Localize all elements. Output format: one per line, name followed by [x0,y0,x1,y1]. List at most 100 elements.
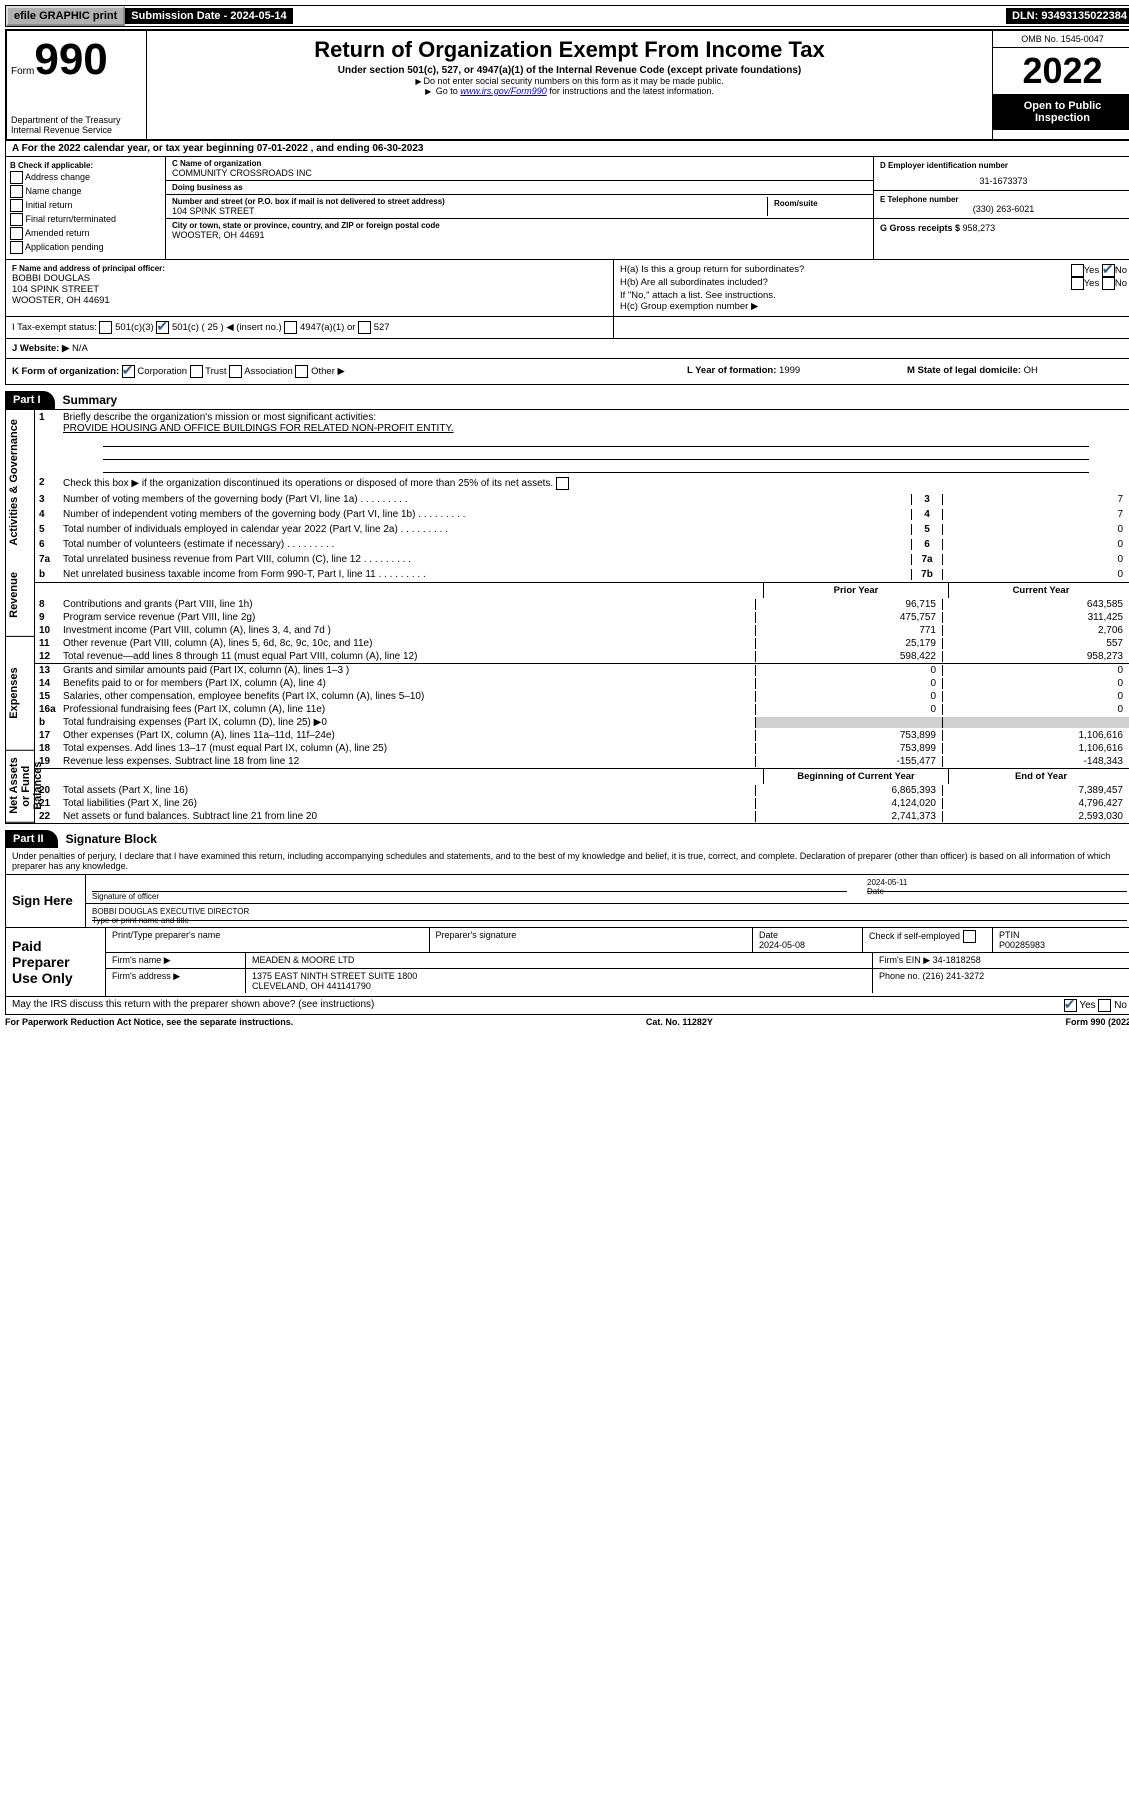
i-label: I Tax-exempt status: [12,322,97,333]
hb-no[interactable] [1102,277,1115,290]
opt-final-return[interactable]: Final return/terminated [10,213,161,226]
cat-no: Cat. No. 11282Y [646,1017,713,1027]
line-7a: 7aTotal unrelated business revenue from … [35,552,1129,567]
pra-notice: For Paperwork Reduction Act Notice, see … [5,1017,293,1027]
self-employed-checkbox[interactable] [963,930,976,943]
dln-label: DLN: [1012,10,1041,22]
line-12: 12Total revenue—add lines 8 through 11 (… [35,650,1129,663]
firm-addr2: CLEVELAND, OH 441141790 [252,981,371,991]
part1-header: Part I Summary [5,391,1129,409]
k-corp[interactable] [122,365,135,378]
part2-title: Signature Block [58,832,157,846]
addr-label: Number and street (or P.O. box if mail i… [172,197,767,206]
may-irs-row: May the IRS discuss this return with the… [6,996,1129,1014]
line-3: 3Number of voting members of the governi… [35,492,1129,507]
hb-yes[interactable] [1071,277,1084,290]
box-h: H(a) Is this a group return for subordin… [613,260,1129,316]
line-15: 15Salaries, other compensation, employee… [35,690,1129,703]
k-other[interactable] [295,365,308,378]
opt-initial-return[interactable]: Initial return [10,199,161,212]
i-4947[interactable] [284,321,297,334]
m-value: OH [1024,365,1038,376]
k-label: K Form of organization: [12,366,119,377]
line-17: 17Other expenses (Part IX, column (A), l… [35,729,1129,742]
may-irs-text: May the IRS discuss this return with the… [12,999,374,1010]
header-left: Form990 Department of the Treasury Inter… [7,31,147,139]
box-j: J Website: ▶ N/A [6,338,1129,358]
box-d: D Employer identification number 31-1673… [873,157,1129,259]
firm-phone: (216) 241-3272 [923,971,985,981]
j-label: J Website: ▶ [12,343,69,354]
vlabel-expenses: Expenses [6,637,34,751]
l-value: 1999 [779,365,800,376]
l-label: L Year of formation: [687,365,779,376]
footer: For Paperwork Reduction Act Notice, see … [5,1015,1129,1029]
firm-phone-label: Phone no. [879,971,923,981]
paid-preparer-label: Paid Preparer Use Only [6,928,106,996]
addr-value: 104 SPINK STREET [172,206,767,216]
grid-bcd: B Check if applicable: Address change Na… [6,156,1129,259]
line-21: 21Total liabilities (Part X, line 26)4,1… [35,797,1129,810]
sign-here-label: Sign Here [6,875,86,927]
k-assoc[interactable] [229,365,242,378]
opt-amended-return[interactable]: Amended return [10,227,161,240]
efile-print-button[interactable]: efile GRAPHIC print [6,6,125,26]
sign-grid: Sign Here Signature of officer 2024-05-1… [6,874,1129,927]
opt-application-pending[interactable]: Application pending [10,241,161,254]
box-f: F Name and address of principal officer:… [6,260,613,316]
grid-ij: I Tax-exempt status: 501(c)(3) 501(c) ( … [6,316,1129,338]
ha-label: H(a) Is this a group return for subordin… [620,264,804,277]
tax-year: 2022 [993,48,1129,94]
prep-date-label: Date [759,930,778,940]
city-value: WOOSTER, OH 44691 [172,230,867,240]
firm-name: MEADEN & MOORE LTD [246,953,873,968]
k-trust[interactable] [190,365,203,378]
revenue-header: Prior Year Current Year [35,582,1129,598]
line-20: 20Total assets (Part X, line 16)6,865,39… [35,784,1129,797]
part2-header: Part II Signature Block [5,830,1129,848]
hb-label: H(b) Are all subordinates included? [620,277,768,290]
row-a: A For the 2022 calendar year, or tax yea… [6,141,1129,156]
boy-header: Beginning of Current Year [763,769,948,784]
submission-date: Submission Date - 2024-05-14 [125,8,292,24]
irs-link[interactable]: www.irs.gov/Form990 [460,86,547,96]
part2-tab: Part II [5,830,58,848]
netassets-header: Beginning of Current Year End of Year [35,768,1129,784]
may-irs-yes[interactable] [1064,999,1077,1012]
i-501c3[interactable] [99,321,112,334]
penalty-text: Under penalties of perjury, I declare th… [6,848,1129,874]
print-name-label: Print/Type preparer's name [106,928,430,952]
dln: DLN: 93493135022384 [1006,8,1129,24]
type-name-label: Type or print name and title [92,916,189,925]
firm-name-label: Firm's name ▶ [106,953,246,968]
check-if-label: Check if self-employed [869,931,960,941]
dba-label: Doing business as [172,183,867,192]
ein-label: D Employer identification number [880,161,1127,170]
ha-no[interactable] [1102,264,1115,277]
firm-ein-label: Firm's EIN ▶ [879,955,930,965]
line1-label: Briefly describe the organization's miss… [63,412,376,423]
top-bar: efile GRAPHIC print Submission Date - 20… [5,5,1129,27]
line2-checkbox[interactable] [556,477,569,490]
vlabel-governance: Activities & Governance [6,410,34,555]
form-title: Return of Organization Exempt From Incom… [151,37,988,63]
phone-label: E Telephone number [880,195,1127,204]
ha-yes[interactable] [1071,264,1084,277]
line-4: 4Number of independent voting members of… [35,507,1129,522]
may-irs-no[interactable] [1098,999,1111,1012]
m-label: M State of legal domicile: [907,365,1024,376]
i-501c[interactable] [156,321,169,334]
a-pre: A For the 2022 calendar year, or tax yea… [12,143,257,154]
i-527[interactable] [358,321,371,334]
open-to-public: Open to Public Inspection [993,94,1129,130]
line-18: 18Total expenses. Add lines 13–17 (must … [35,742,1129,755]
header-center: Return of Organization Exempt From Incom… [147,31,992,139]
sig-officer-label: Signature of officer [92,891,847,901]
opt-address-change[interactable]: Address change [10,171,161,184]
sig-date-col: 2024-05-11 Date [867,891,1127,901]
a-end: 06-30-2023 [372,143,423,154]
opt-name-change[interactable]: Name change [10,185,161,198]
gross-value: 958,273 [963,223,996,233]
officer-addr1: 104 SPINK STREET [12,284,607,295]
box-c: C Name of organization COMMUNITY CROSSRO… [166,157,873,259]
